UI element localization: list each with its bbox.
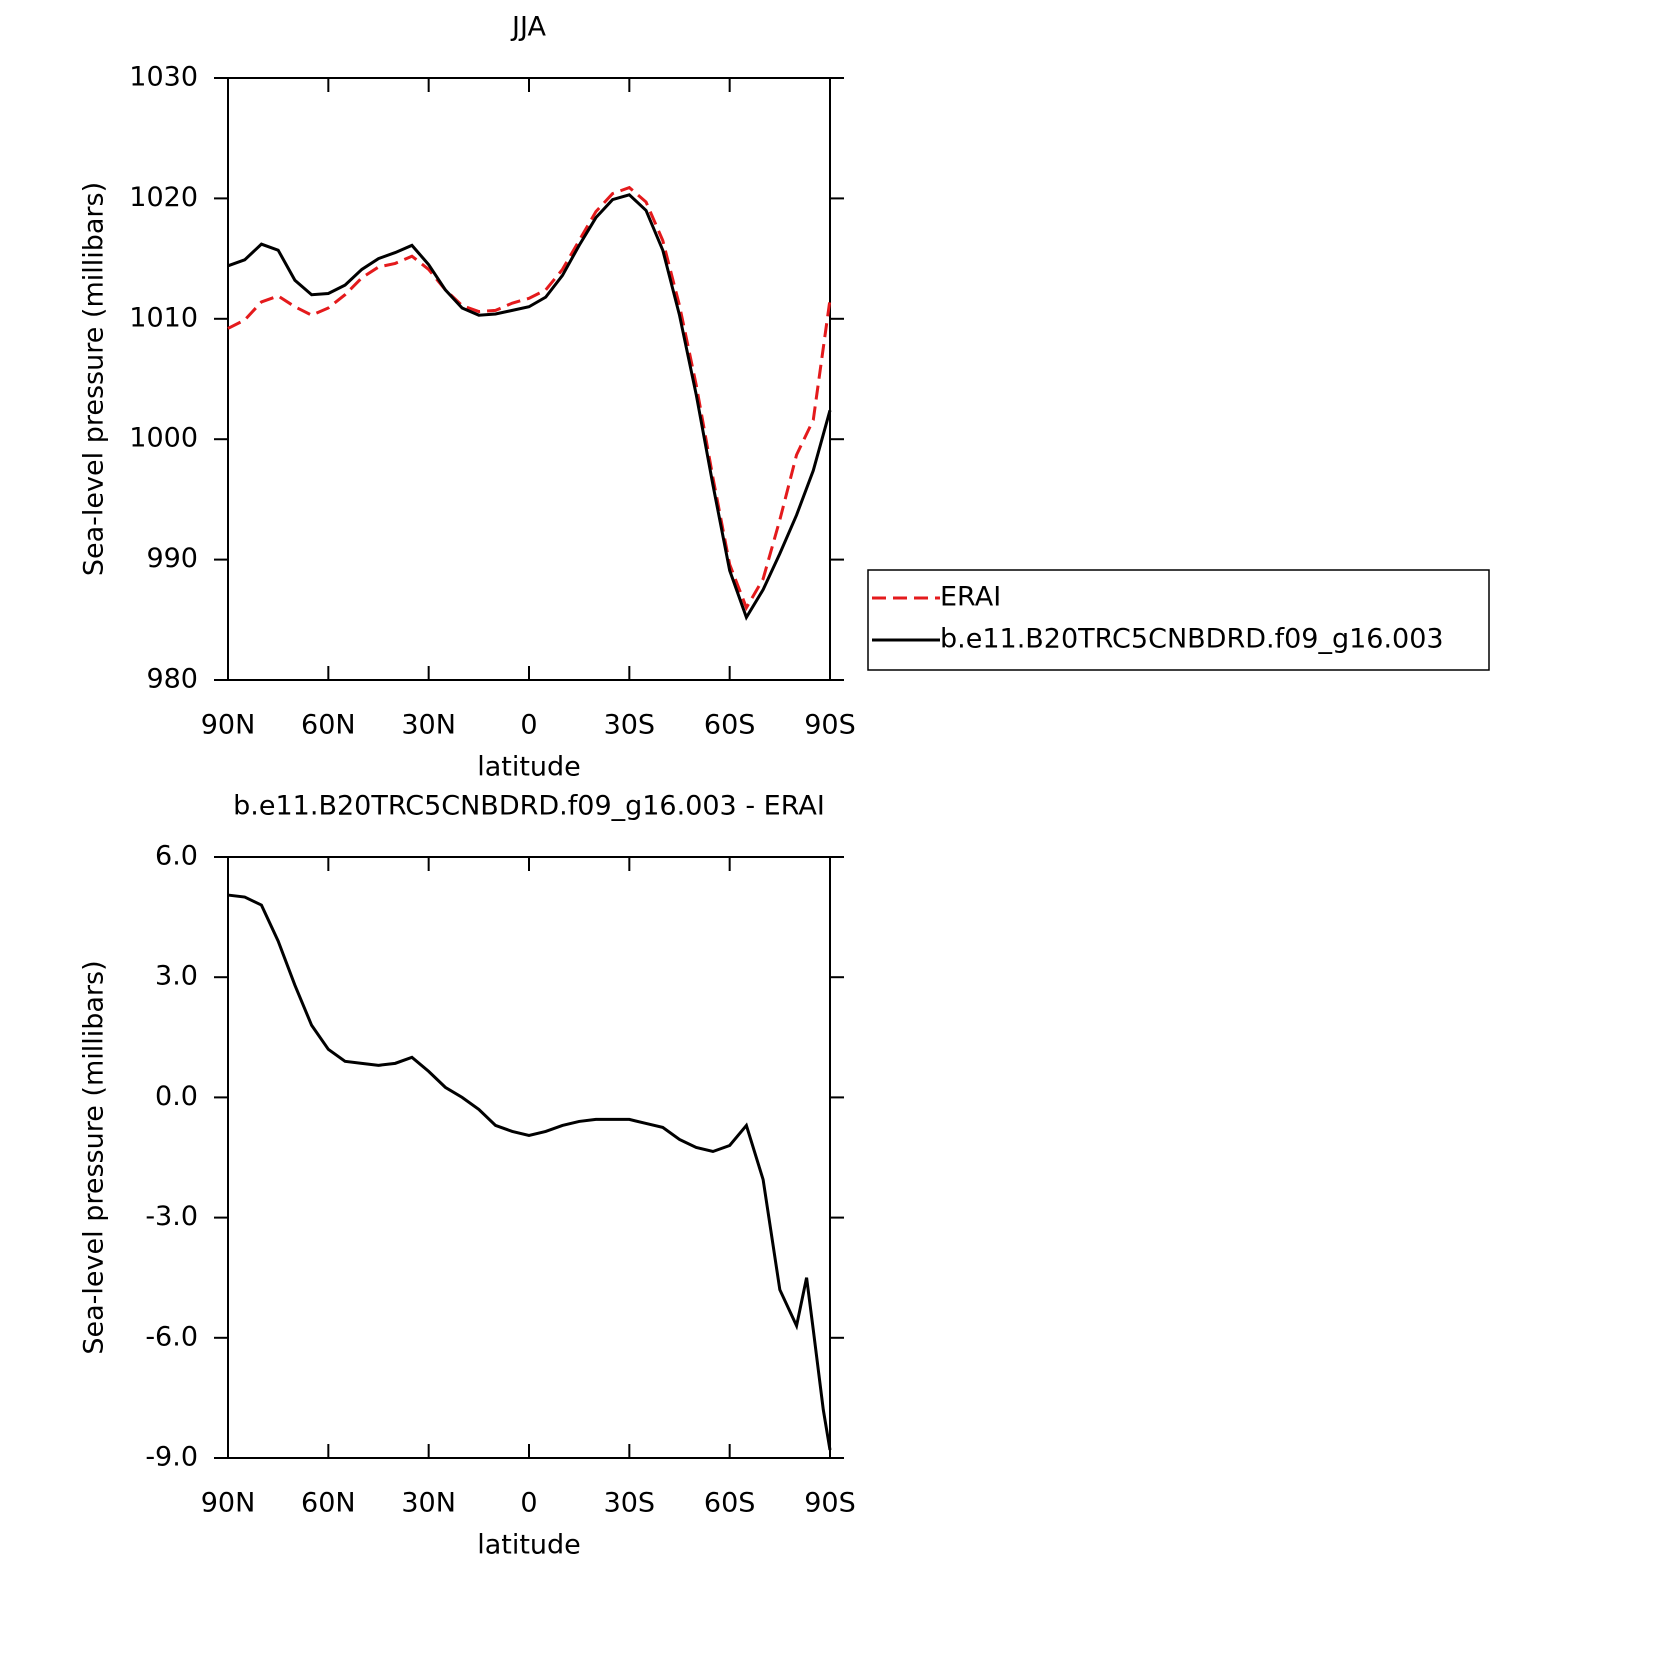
chart-title: JJA xyxy=(510,12,546,43)
y-tick-label: 1030 xyxy=(129,62,198,93)
x-tick-label: 30N xyxy=(401,710,456,741)
y-tick-label: 1000 xyxy=(129,423,198,454)
legend-label: b.e11.B20TRC5CNBDRD.f09_g16.003 xyxy=(940,624,1444,655)
x-tick-label: 90N xyxy=(201,1488,256,1519)
legend-box xyxy=(867,569,1490,671)
x-tick-label: 30N xyxy=(401,1488,456,1519)
y-axis-label: Sea-level pressure (millibars) xyxy=(79,960,110,1354)
x-tick-label: 0 xyxy=(520,710,537,741)
x-tick-label: 60N xyxy=(301,1488,356,1519)
plot-frame xyxy=(227,856,831,1459)
data-line xyxy=(227,185,832,612)
chart-title: b.e11.B20TRC5CNBDRD.f09_g16.003 - ERAI xyxy=(233,791,825,822)
y-axis-label: Sea-level pressure (millibars) xyxy=(79,182,110,576)
x-tick-label: 90S xyxy=(804,710,856,741)
x-tick-label: 30S xyxy=(604,710,656,741)
data-line xyxy=(227,893,832,1451)
x-axis-label: latitude xyxy=(477,1530,581,1561)
y-tick-label: -9.0 xyxy=(145,1442,198,1473)
y-tick-label: 980 xyxy=(146,664,198,695)
x-tick-label: 90S xyxy=(804,1488,856,1519)
x-tick-label: 0 xyxy=(520,1488,537,1519)
y-tick-label: 1010 xyxy=(129,302,198,333)
legend-label: ERAI xyxy=(940,582,1001,613)
y-tick-label: 3.0 xyxy=(155,961,198,992)
y-tick-label: 1020 xyxy=(129,182,198,213)
y-tick-label: 0.0 xyxy=(155,1081,198,1112)
y-tick-label: -6.0 xyxy=(145,1321,198,1352)
x-tick-label: 60S xyxy=(704,710,756,741)
x-tick-label: 60S xyxy=(704,1488,756,1519)
y-tick-label: 6.0 xyxy=(155,841,198,872)
y-tick-label: 990 xyxy=(146,543,198,574)
y-tick-label: -3.0 xyxy=(145,1201,198,1232)
data-line xyxy=(227,193,832,621)
x-tick-label: 60N xyxy=(301,710,356,741)
x-axis-label: latitude xyxy=(477,752,581,783)
x-tick-label: 30S xyxy=(604,1488,656,1519)
x-tick-label: 90N xyxy=(201,710,256,741)
